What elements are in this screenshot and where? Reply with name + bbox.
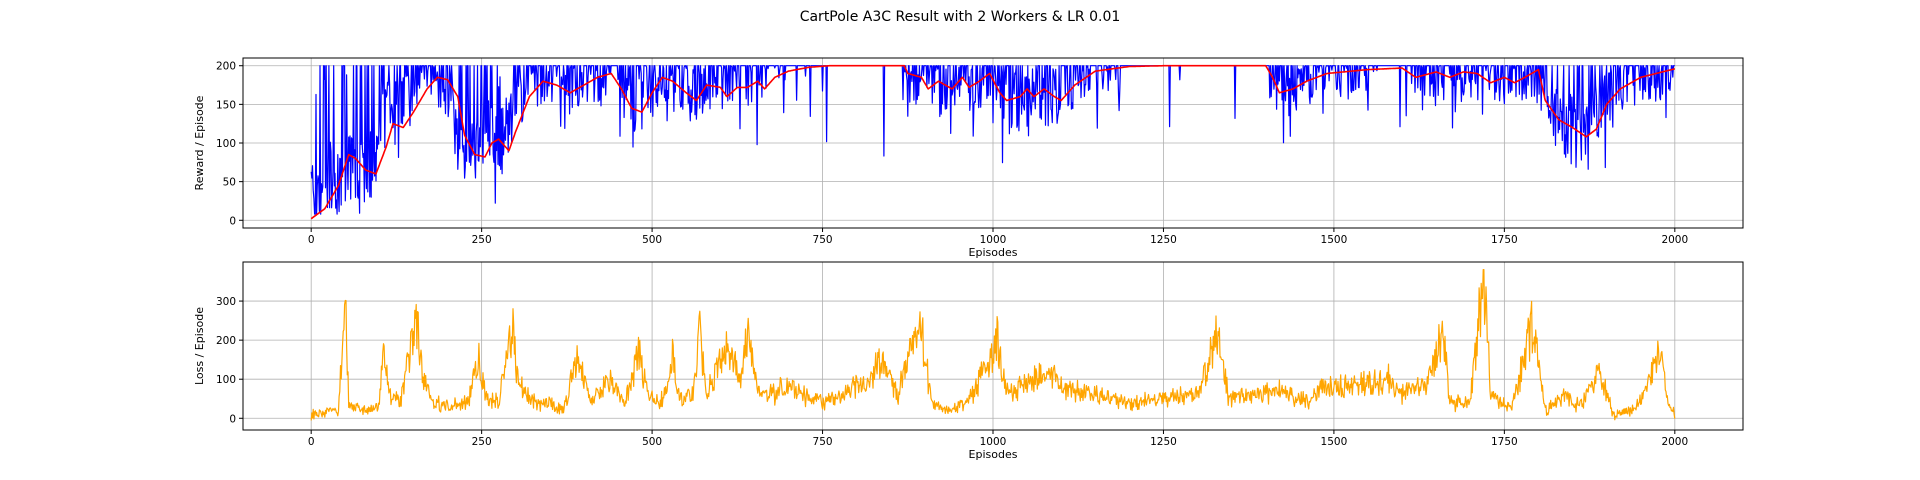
loss-y-axis-title: Loss / Episode xyxy=(193,307,206,385)
reward-y-axis-title: Reward / Episode xyxy=(193,95,206,190)
loss-x-tick-label: 1000 xyxy=(980,436,1007,448)
reward-x-tick-label: 750 xyxy=(813,234,833,246)
loss-x-tick-label: 1750 xyxy=(1491,436,1518,448)
figure-title: CartPole A3C Result with 2 Workers & LR … xyxy=(800,9,1121,25)
reward-x-tick-label: 1000 xyxy=(980,234,1007,246)
loss-y-tick-label: 300 xyxy=(216,296,236,308)
loss-x-tick-label: 1500 xyxy=(1321,436,1348,448)
loss-y-tick-label: 0 xyxy=(229,413,236,425)
reward-x-tick-label: 250 xyxy=(472,234,492,246)
loss-y-tick-label: 100 xyxy=(216,374,236,386)
reward-y-tick-label: 50 xyxy=(223,177,236,189)
reward-ticks: 0 250 500 750 1000 1250 1500 1750 2000 0 50 100 150 2… xyxy=(216,61,1688,246)
reward-x-tick-label: 1750 xyxy=(1491,234,1518,246)
loss-x-tick-label: 0 xyxy=(308,436,315,448)
reward-y-tick-label: 100 xyxy=(216,138,236,150)
loss-grid xyxy=(243,262,1743,430)
loss-x-tick-label: 1250 xyxy=(1150,436,1177,448)
reward-x-tick-label: 1250 xyxy=(1150,234,1177,246)
reward-x-tick-label: 2000 xyxy=(1661,234,1688,246)
loss-series-layer xyxy=(310,269,1676,421)
loss-x-tick-label: 750 xyxy=(813,436,833,448)
reward-x-tick-label: 500 xyxy=(642,234,662,246)
loss-x-axis-title: Episodes xyxy=(969,448,1018,461)
reward-series-1-line xyxy=(310,64,1676,220)
loss-x-tick-label: 2000 xyxy=(1661,436,1688,448)
loss-series-0-line xyxy=(310,269,1676,421)
loss-x-tick-label: 500 xyxy=(642,436,662,448)
loss-x-tick-label: 250 xyxy=(472,436,492,448)
reward-y-tick-label: 0 xyxy=(229,215,236,227)
reward-series-layer xyxy=(310,64,1676,220)
reward-x-tick-label: 0 xyxy=(308,234,315,246)
reward-y-tick-label: 150 xyxy=(216,99,236,111)
reward-panel: 0 250 500 750 1000 1250 1500 1750 2000 0 50 100 150 2… xyxy=(193,57,1744,259)
reward-y-tick-label: 200 xyxy=(216,61,236,73)
reward-x-tick-label: 1500 xyxy=(1321,234,1348,246)
reward-series-0-line xyxy=(310,65,1675,215)
loss-panel: 0 250 500 750 1000 1250 1500 1750 2000 0 100 200 300… xyxy=(193,261,1744,461)
loss-ticks: 0 250 500 750 1000 1250 1500 1750 2000 0 100 200 300 xyxy=(216,296,1688,448)
loss-y-tick-label: 200 xyxy=(216,335,236,347)
reward-x-axis-title: Episodes xyxy=(969,246,1018,259)
